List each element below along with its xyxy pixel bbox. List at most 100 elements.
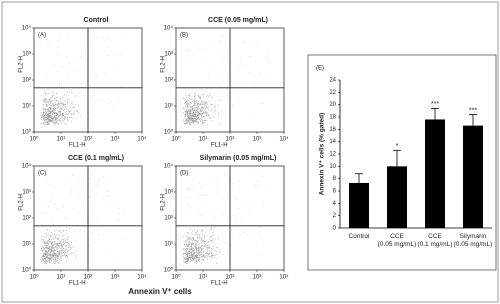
- event-dot: [185, 118, 187, 120]
- event-dot: [248, 44, 250, 46]
- event-dot: [57, 244, 59, 246]
- event-dot: [210, 227, 212, 229]
- event-dot: [185, 122, 187, 124]
- event-dot: [197, 253, 199, 255]
- event-dot: [47, 116, 49, 118]
- event-dot: [195, 100, 197, 102]
- event-dot: [199, 230, 201, 232]
- event-dot: [42, 103, 44, 105]
- event-dot: [105, 254, 107, 256]
- event-dot: [54, 246, 56, 248]
- event-dot: [183, 111, 185, 113]
- event-dot: [50, 108, 51, 110]
- event-dot: [45, 105, 47, 107]
- event-dot: [191, 242, 193, 244]
- event-dot: [60, 120, 62, 122]
- event-dot: [59, 112, 61, 113]
- event-dot: [211, 252, 213, 254]
- event-dot: [50, 260, 52, 262]
- event-dot: [67, 91, 68, 93]
- event-dot: [186, 111, 188, 113]
- event-dot: [58, 106, 60, 108]
- event-dot: [234, 250, 236, 252]
- event-dot: [256, 184, 258, 186]
- event-dot: [214, 109, 216, 111]
- event-dot: [218, 112, 220, 114]
- event-dot: [56, 54, 58, 56]
- event-dot: [63, 243, 65, 244]
- event-dot: [259, 103, 261, 104]
- event-dot: [63, 250, 65, 252]
- event-dot: [70, 113, 72, 115]
- event-dot: [185, 100, 187, 102]
- event-dot: [72, 116, 74, 118]
- event-dot: [195, 240, 197, 242]
- y-tick-label: 16: [329, 127, 336, 133]
- x-tick-label: 10¹: [199, 275, 208, 281]
- event-dot: [182, 254, 184, 256]
- event-dot: [63, 240, 65, 242]
- event-dot: [197, 101, 199, 103]
- event-dot: [194, 96, 196, 98]
- event-dot: [193, 239, 195, 241]
- event-dot: [194, 251, 196, 253]
- event-dot: [194, 257, 196, 259]
- event-dot: [203, 109, 205, 111]
- event-dot: [211, 109, 212, 111]
- event-dot: [56, 257, 58, 259]
- event-dot: [54, 118, 56, 120]
- event-dot: [195, 252, 197, 254]
- event-dot: [61, 122, 62, 124]
- event-dot: [206, 247, 208, 249]
- event-dot: [56, 247, 58, 248]
- event-dot: [186, 236, 188, 238]
- event-dot: [188, 244, 190, 246]
- event-dot: [110, 82, 111, 83]
- event-dot: [70, 117, 72, 118]
- event-dot: [59, 251, 60, 253]
- event-dot: [192, 187, 193, 189]
- event-dot: [198, 110, 200, 112]
- event-dot: [49, 122, 50, 124]
- event-dot: [208, 113, 210, 115]
- event-dot: [119, 220, 121, 222]
- event-dot: [43, 250, 45, 252]
- event-dot: [49, 235, 51, 237]
- event-dot: [184, 102, 186, 104]
- event-dot: [64, 240, 66, 242]
- event-dot: [227, 198, 229, 199]
- event-dot: [59, 249, 61, 251]
- event-dot: [59, 255, 61, 257]
- event-dot: [45, 99, 47, 101]
- event-dot: [60, 248, 61, 250]
- event-dot: [54, 243, 56, 245]
- event-dot: [110, 101, 112, 103]
- event-dot: [198, 260, 200, 262]
- event-dot: [208, 242, 210, 244]
- event-dot: [46, 113, 47, 115]
- event-dot: [214, 256, 216, 258]
- event-dot: [50, 102, 52, 104]
- event-dot: [188, 259, 190, 261]
- event-dot: [77, 178, 79, 180]
- event-dot: [204, 111, 206, 113]
- event-dot: [190, 252, 192, 254]
- event-dot: [195, 261, 197, 263]
- event-dot: [65, 253, 67, 255]
- event-dot: [42, 246, 43, 248]
- event-dot: [54, 104, 56, 106]
- event-dot: [58, 257, 60, 259]
- event-dot: [259, 74, 261, 76]
- event-dot: [196, 106, 198, 108]
- event-dot: [205, 110, 207, 112]
- panel-border: [307, 54, 497, 271]
- event-dot: [235, 197, 236, 199]
- event-dot: [52, 122, 54, 123]
- event-dot: [198, 49, 199, 51]
- event-dot: [46, 105, 48, 107]
- event-dot: [264, 184, 266, 186]
- event-dot: [182, 107, 184, 109]
- event-dot: [63, 118, 65, 120]
- event-dot: [73, 112, 75, 114]
- event-dot: [50, 115, 52, 117]
